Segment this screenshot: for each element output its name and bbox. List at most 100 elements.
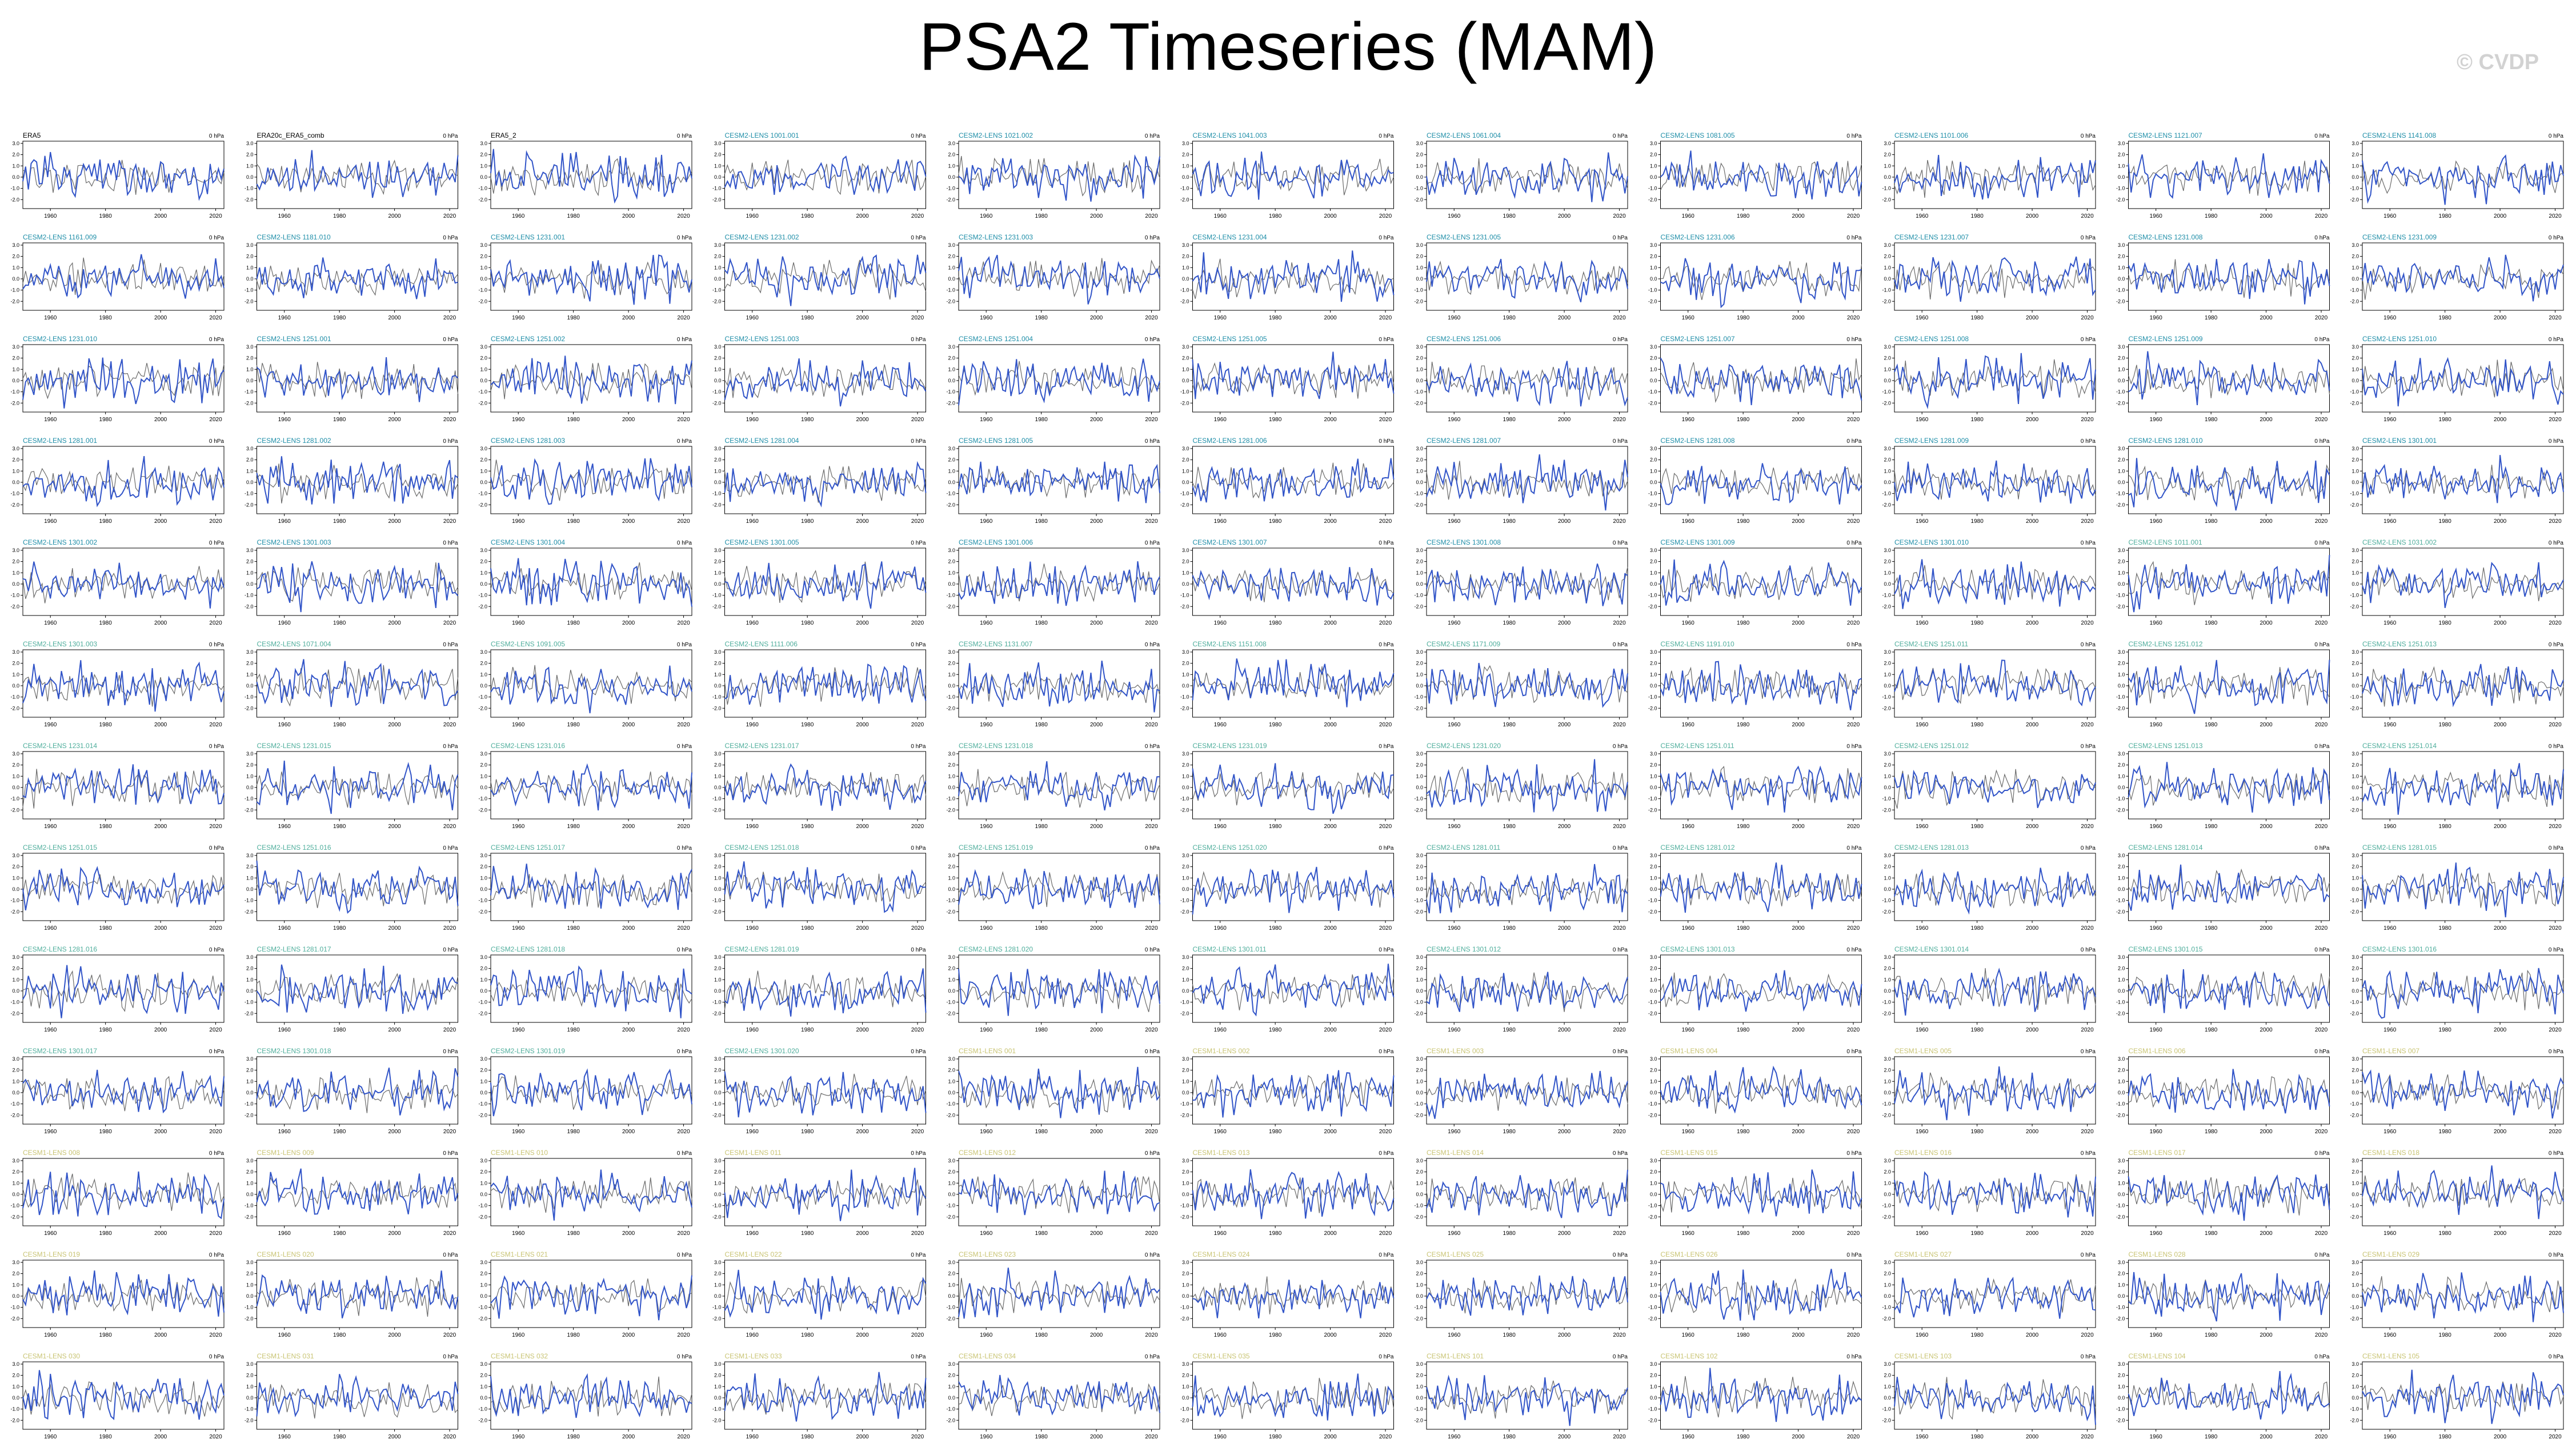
- y-tick-label: 3.0: [12, 853, 19, 858]
- y-tick-label: 1.0: [480, 366, 487, 372]
- y-tick-label: 3.0: [1416, 547, 1423, 553]
- y-tick-label: 0.0: [12, 1395, 19, 1401]
- observed-series-line: [22, 1270, 225, 1317]
- x-tick-label: 2020: [443, 1434, 456, 1440]
- x-tick-label: 2000: [856, 417, 869, 423]
- y-tick-label: 1.0: [948, 1078, 955, 1084]
- x-tick-label: 2000: [2026, 1230, 2039, 1237]
- y-tick-label: 3.0: [2351, 1158, 2359, 1164]
- panel-frame: [1426, 1260, 1628, 1328]
- x-tick-label: 1960: [1682, 518, 1695, 525]
- panel: CESM2-LENS 1301.010 0 hPa3.02.01.00.0-1.0…: [1882, 538, 2096, 626]
- y-tick-label: -2.0: [1882, 603, 1891, 609]
- y-tick-label: 0.0: [1182, 886, 1189, 892]
- y-tick-label: 3.0: [1416, 954, 1423, 960]
- y-tick-label: 1.0: [1416, 1078, 1423, 1084]
- y-tick-label: -1.0: [1882, 389, 1891, 395]
- x-tick-label: 2000: [2259, 1230, 2273, 1237]
- x-tick-label: 2000: [1324, 315, 1337, 321]
- observed-series-line: [2362, 1369, 2564, 1424]
- x-tick-label: 1980: [1035, 1434, 1048, 1440]
- y-tick-label: 3.0: [948, 242, 955, 248]
- reference-series-line: [256, 265, 458, 296]
- y-tick-label: 2.0: [2118, 864, 2125, 870]
- x-tick-label: 2020: [443, 213, 456, 219]
- y-tick-label: -2.0: [2350, 400, 2359, 406]
- panel-title: CESM2-LENS 1301.018: [257, 1047, 331, 1055]
- y-tick-label: 0.0: [1416, 1090, 1423, 1096]
- y-tick-label: 1.0: [12, 366, 19, 372]
- y-tick-label: 1.0: [2351, 1180, 2359, 1186]
- x-tick-label: 1960: [1682, 824, 1695, 830]
- reference-series-line: [1894, 769, 2096, 809]
- reference-series-line: [958, 976, 1160, 1012]
- x-tick-label: 1980: [1971, 417, 1984, 423]
- y-tick-label: 2.0: [1182, 661, 1189, 666]
- x-tick-label: 1960: [2150, 315, 2163, 321]
- x-tick-label: 2000: [856, 315, 869, 321]
- x-tick-label: 2020: [443, 1230, 456, 1237]
- x-tick-label: 1980: [333, 1332, 346, 1338]
- panel: CESM2-LENS 1071.004 0 hPa3.02.01.00.0-1.0…: [245, 640, 459, 728]
- panel-units: 0 hPa: [1613, 1049, 1628, 1055]
- y-tick-label: 2.0: [1650, 661, 1657, 666]
- y-tick-label: 1.0: [1182, 1078, 1189, 1084]
- y-tick-label: -1.0: [2350, 1203, 2359, 1209]
- x-tick-label: 1980: [1971, 722, 1984, 728]
- y-tick-label: -2.0: [712, 502, 722, 507]
- y-tick-label: 1.0: [1182, 366, 1189, 372]
- y-tick-label: 2.0: [2118, 559, 2125, 565]
- y-tick-label: -2.0: [1882, 502, 1891, 507]
- x-tick-label: 2020: [1847, 722, 1860, 728]
- panel-units: 0 hPa: [2081, 1354, 2096, 1360]
- y-tick-label: -2.0: [478, 1010, 487, 1016]
- x-tick-label: 2020: [443, 620, 456, 626]
- panel: CESM2-LENS 1281.017 0 hPa3.02.01.00.0-1.0…: [245, 945, 459, 1033]
- y-tick-label: 2.0: [1416, 254, 1423, 259]
- x-tick-label: 2020: [1145, 824, 1158, 830]
- panel-units: 0 hPa: [677, 947, 692, 953]
- x-tick-label: 2000: [856, 1230, 869, 1237]
- x-tick-label: 1960: [2383, 1027, 2397, 1033]
- x-tick-label: 2000: [1324, 1129, 1337, 1135]
- panel: CESM1-LENS 001 0 hPa3.02.01.00.0-1.0-2.01…: [946, 1047, 1160, 1135]
- x-tick-label: 2020: [1613, 315, 1626, 321]
- reference-series-line: [2362, 666, 2564, 707]
- x-tick-label: 2000: [2494, 518, 2507, 525]
- y-tick-label: 0.0: [2118, 174, 2125, 180]
- y-tick-label: 1.0: [714, 1078, 722, 1084]
- panel: CESM1-LENS 033 0 hPa3.02.01.00.0-1.0-2.01…: [712, 1352, 927, 1440]
- panel-units: 0 hPa: [2549, 947, 2564, 953]
- x-tick-label: 1960: [1448, 315, 1461, 321]
- panel-title: CESM2-LENS 1011.001: [2129, 538, 2203, 546]
- observed-series-line: [1192, 250, 1395, 302]
- reference-series-line: [1192, 362, 1395, 399]
- x-tick-label: 2000: [1558, 213, 1571, 219]
- y-tick-label: -1.0: [1180, 1203, 1189, 1209]
- x-tick-label: 2020: [209, 1332, 222, 1338]
- x-tick-label: 1980: [801, 620, 814, 626]
- y-tick-label: -1.0: [10, 1000, 19, 1005]
- x-tick-label: 2000: [1090, 824, 1103, 830]
- y-tick-label: -2.0: [245, 1417, 254, 1423]
- panel: CESM1-LENS 020 0 hPa3.02.01.00.0-1.0-2.01…: [245, 1250, 459, 1338]
- y-tick-label: 2.0: [714, 661, 722, 666]
- y-tick-label: 2.0: [1650, 864, 1657, 870]
- panel: CESM2-LENS 1281.020 0 hPa3.02.01.00.0-1.0…: [946, 945, 1160, 1033]
- panel: CESM1-LENS 026 0 hPa3.02.01.00.0-1.0-2.01…: [1648, 1250, 1862, 1338]
- observed-series-line: [2362, 663, 2564, 707]
- panel-title: ERA20c_ERA5_comb: [257, 131, 324, 139]
- panel-title: CESM2-LENS 1121.007: [2129, 131, 2203, 139]
- y-tick-label: -2.0: [2350, 502, 2359, 507]
- x-tick-label: 2020: [443, 1332, 456, 1338]
- x-tick-label: 2020: [2081, 620, 2094, 626]
- observed-series-line: [1894, 659, 2096, 706]
- y-tick-label: 0.0: [1182, 1293, 1189, 1299]
- panel-title: CESM2-LENS 1091.005: [491, 640, 565, 648]
- y-tick-label: 0.0: [1416, 1192, 1423, 1197]
- observed-series-line: [1660, 357, 1862, 405]
- y-tick-label: -1.0: [1882, 287, 1891, 293]
- panel-title: CESM2-LENS 1281.016: [23, 945, 97, 953]
- y-tick-label: 1.0: [1650, 1078, 1657, 1084]
- x-tick-label: 1980: [1503, 417, 1516, 423]
